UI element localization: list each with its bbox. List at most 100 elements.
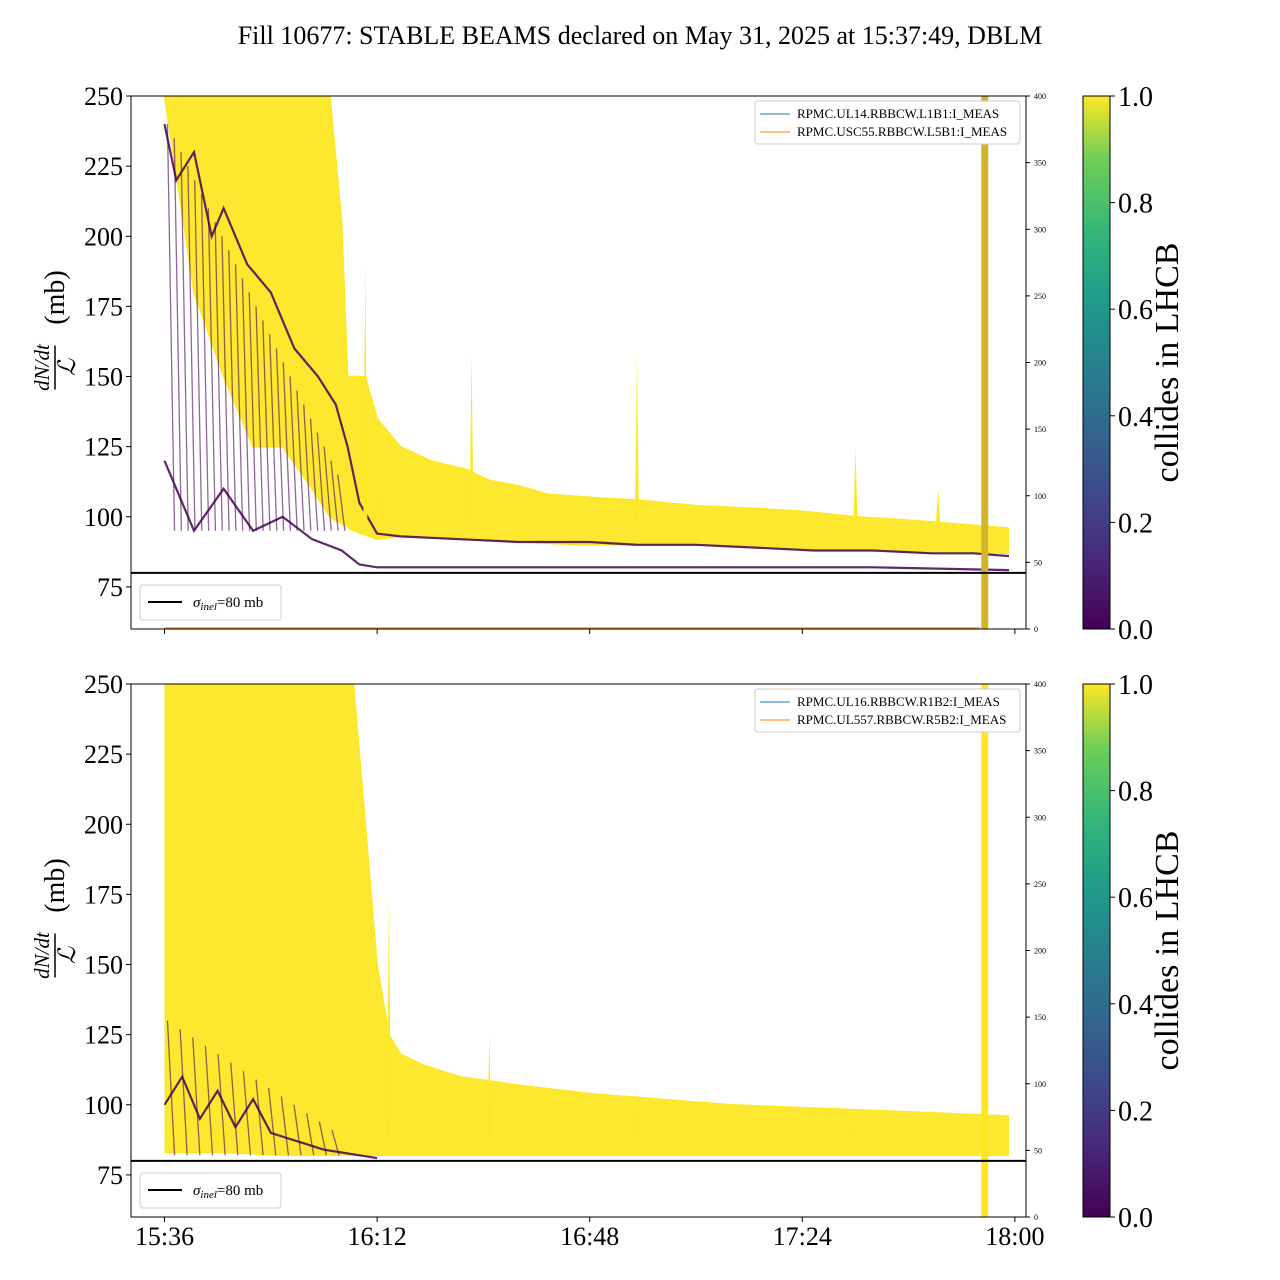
dense-trace xyxy=(255,306,264,531)
dense-trace xyxy=(234,264,244,531)
ylabel-denominator: ℒ xyxy=(55,946,81,964)
xtick-label: 16:48 xyxy=(560,1222,619,1251)
figure-title: Fill 10677: STABLE BEAMS declared on May… xyxy=(238,21,1043,50)
ytick-label: 75 xyxy=(97,1161,123,1190)
reference-value: =80 mb xyxy=(217,1183,263,1199)
spike-1 xyxy=(487,1034,492,1139)
dense-trace xyxy=(318,1121,328,1156)
colorbar-tick-label: 0.8 xyxy=(1118,189,1153,220)
colliding-band xyxy=(164,96,1009,554)
y2tick-label: 0 xyxy=(1034,625,1038,634)
ylabel-numerator: dN/dt xyxy=(30,343,54,391)
series-line-0 xyxy=(164,96,1010,529)
colorbar-tick-label: 0.0 xyxy=(1118,615,1153,646)
dense-trace xyxy=(282,362,292,531)
dense-trace xyxy=(269,334,278,531)
y-axis-label: dN/dt ℒ (mb) xyxy=(30,858,81,979)
ytick-label: 100 xyxy=(84,503,123,532)
dense-trace xyxy=(337,474,346,531)
colorbar-tick-label: 0.4 xyxy=(1118,402,1153,433)
spike-0 xyxy=(363,264,368,523)
dense-trace xyxy=(248,292,257,531)
y-axis-label: dN/dt ℒ (mb) xyxy=(30,270,81,391)
ytick-label: 75 xyxy=(97,573,123,602)
dense-trace xyxy=(192,1037,201,1156)
reference-legend-label: σinel=80 mb xyxy=(193,1183,263,1201)
ytick-label: 150 xyxy=(84,363,123,392)
dense-trace xyxy=(262,320,271,531)
ytick-label: 175 xyxy=(84,292,123,321)
y2tick-label: 400 xyxy=(1034,92,1046,101)
spike-2 xyxy=(469,354,474,523)
colorbar-tick-label: 0.2 xyxy=(1118,508,1153,539)
dense-trace xyxy=(293,1104,302,1156)
colliding-band xyxy=(164,684,1009,1156)
dense-trace xyxy=(228,250,237,531)
dense-trace xyxy=(230,1062,239,1156)
dense-trace xyxy=(280,1096,290,1156)
ytick-label: 175 xyxy=(84,880,123,909)
legend-label-1: RPMC.UL557.RBBCW.R5B2:I_MEAS xyxy=(797,712,1006,727)
dense-trace xyxy=(204,1045,214,1156)
dense-trace xyxy=(179,1029,188,1156)
dense-trace xyxy=(200,194,210,531)
colorbar-label: collides in LHCB xyxy=(1149,243,1186,483)
dense-trace xyxy=(166,124,176,531)
plot-marks xyxy=(163,684,1010,1217)
dense-trace xyxy=(296,390,305,531)
dense-trace xyxy=(330,460,339,531)
y2tick-label: 150 xyxy=(1034,425,1046,434)
ylabel-denominator: ℒ xyxy=(55,358,81,376)
y2tick-label: 0 xyxy=(1034,1213,1038,1222)
dense-trace xyxy=(214,222,223,531)
sigma-subscript: inel xyxy=(200,1189,217,1201)
colorbar-tick-label: 1.0 xyxy=(1118,670,1153,701)
ytick-label: 225 xyxy=(84,152,123,181)
series-legend xyxy=(754,100,1021,145)
spike-4 xyxy=(853,446,858,523)
y2tick-label: 250 xyxy=(1034,292,1046,301)
ytick-label: 250 xyxy=(84,82,123,111)
spike-3 xyxy=(634,354,639,523)
colorbar-tick-label: 0.6 xyxy=(1118,883,1153,914)
dense-trace xyxy=(166,1020,176,1156)
reference-legend-label: σinel=80 mb xyxy=(193,595,263,613)
spike-1 xyxy=(381,474,386,523)
dense-trace xyxy=(268,1087,277,1156)
legend-label-0: RPMC.UL14.RBBCW.L1B1:I_MEAS xyxy=(797,106,999,121)
ytick-label: 200 xyxy=(84,222,123,251)
plot-marks xyxy=(163,96,1010,629)
colorbar xyxy=(1082,95,1111,630)
spike-0 xyxy=(386,894,391,1139)
dense-trace xyxy=(309,418,319,531)
xtick-label: 15:36 xyxy=(135,1222,194,1251)
dense-trace xyxy=(323,446,332,531)
sigma-symbol: σ xyxy=(193,595,201,611)
colorbar-tick-label: 0.0 xyxy=(1118,1203,1153,1234)
y2tick-label: 350 xyxy=(1034,747,1046,756)
series-legend xyxy=(754,688,1021,733)
sigma-symbol: σ xyxy=(193,1183,201,1199)
ytick-label: 125 xyxy=(84,433,123,462)
dense-trace xyxy=(303,404,312,531)
reference-legend xyxy=(139,584,282,621)
y2tick-label: 400 xyxy=(1034,680,1046,689)
y2tick-label: 100 xyxy=(1034,1080,1046,1089)
dense-trace xyxy=(173,138,183,531)
spike-5 xyxy=(936,488,941,523)
dense-trace xyxy=(316,432,326,531)
end-band xyxy=(981,684,989,1217)
ytick-label: 150 xyxy=(84,951,123,980)
series-line-2 xyxy=(163,1074,378,1160)
dense-trace xyxy=(194,180,203,531)
ytick-label: 250 xyxy=(84,670,123,699)
bottom-panel: 75 100 125 150 175 200 225 250 0 50 100 150 200 250 30… xyxy=(30,670,1186,1251)
y2tick-label: 250 xyxy=(1034,880,1046,889)
ytick-label: 200 xyxy=(84,810,123,839)
ytick-label: 125 xyxy=(84,1021,123,1050)
dense-trace xyxy=(187,166,196,531)
colorbar-tick-label: 0.4 xyxy=(1118,990,1153,1021)
dense-trace xyxy=(207,208,217,531)
dense-trace xyxy=(255,1079,264,1156)
